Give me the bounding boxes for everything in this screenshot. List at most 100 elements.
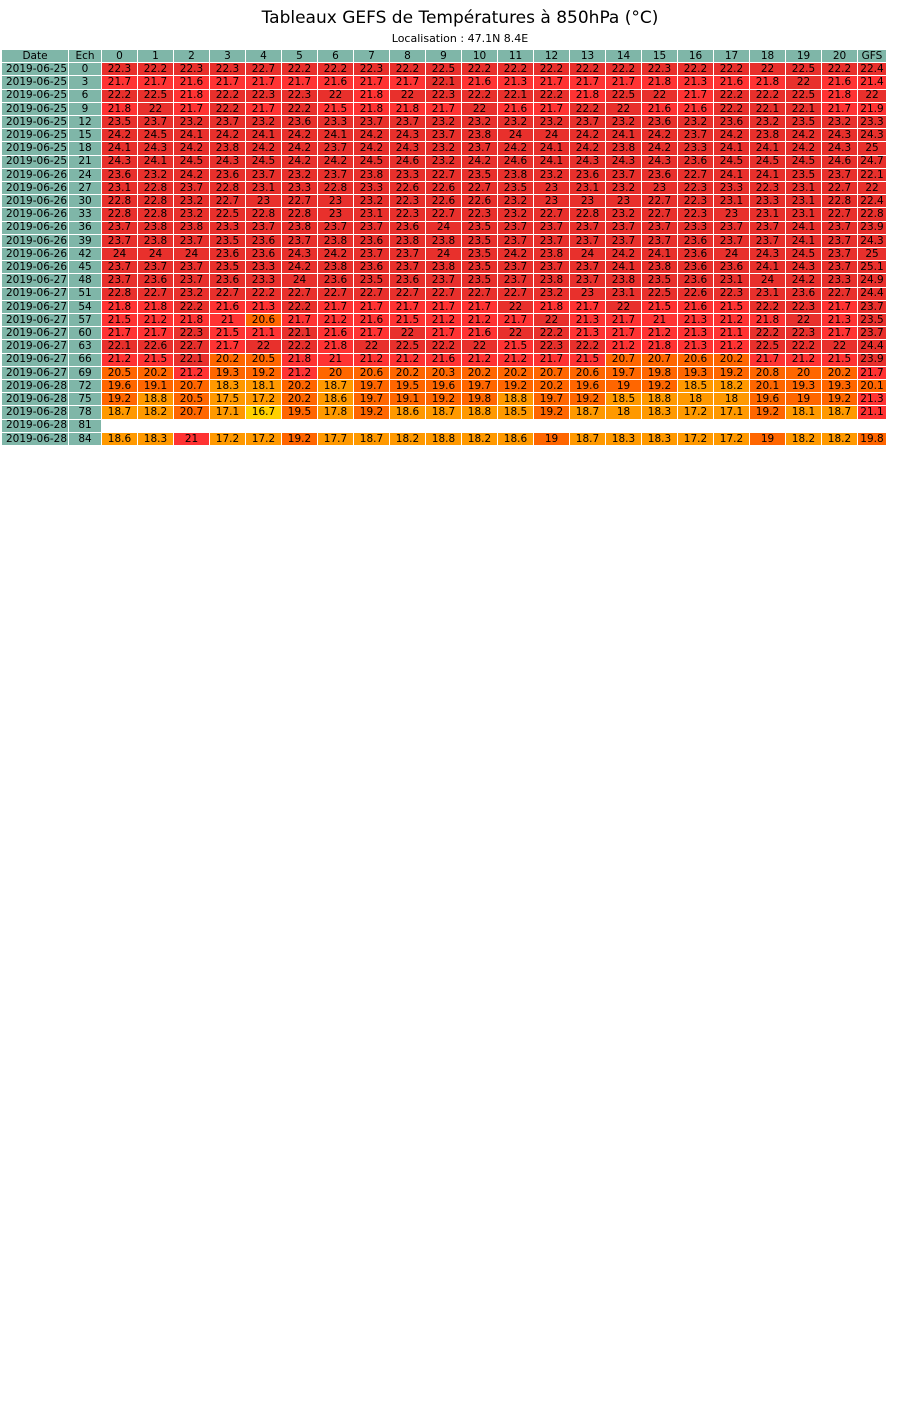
row-date: 2019-06-28 03Z bbox=[2, 393, 68, 406]
temperature-cell: 23.6 bbox=[210, 248, 245, 261]
temperature-cell: 24.3 bbox=[786, 261, 821, 274]
temperature-cell: 21.2 bbox=[318, 314, 353, 327]
temperature-cell: 17.2 bbox=[678, 406, 713, 419]
temperature-cell: 21.4 bbox=[858, 76, 886, 89]
temperature-cell: 21.7 bbox=[210, 76, 245, 89]
temperature-cell: 23.2 bbox=[534, 168, 569, 181]
temperature-cell: 24.2 bbox=[318, 248, 353, 261]
temperature-cell: 21.2 bbox=[138, 314, 173, 327]
temperature-cell: 21.2 bbox=[786, 353, 821, 366]
temperature-cell: 17.5 bbox=[210, 393, 245, 406]
temperature-cell: 22.7 bbox=[498, 287, 533, 300]
temperature-cell: 22.2 bbox=[714, 89, 749, 102]
temperature-cell: 21.3 bbox=[570, 314, 605, 327]
temperature-cell: 18.7 bbox=[426, 406, 461, 419]
temperature-cell: 22.2 bbox=[210, 89, 245, 102]
temperature-cell: 22.1 bbox=[174, 353, 209, 366]
temperature-cell: 21.8 bbox=[534, 300, 569, 313]
temperature-cell: 25 bbox=[858, 142, 886, 155]
temperature-cell: 23.5 bbox=[786, 116, 821, 129]
temperature-cell: 23.8 bbox=[282, 221, 317, 234]
temperature-cell: 20 bbox=[318, 366, 353, 379]
temperature-cell: 19.2 bbox=[282, 432, 317, 445]
temperature-cell: 23.7 bbox=[570, 116, 605, 129]
temperature-cell: 21.3 bbox=[858, 393, 886, 406]
temperature-cell: 21.7 bbox=[102, 76, 137, 89]
temperature-cell: 23.3 bbox=[390, 168, 425, 181]
temperature-cell: 22 bbox=[462, 340, 497, 353]
temperature-cell: 21.5 bbox=[210, 327, 245, 340]
temperature-cell: 22 bbox=[606, 102, 641, 115]
temperature-cell: 21.7 bbox=[858, 366, 886, 379]
temperature-cell: 23.1 bbox=[570, 182, 605, 195]
temperature-cell: 19.6 bbox=[570, 380, 605, 393]
temperature-cell: 22 bbox=[498, 300, 533, 313]
temperature-cell: 23.7 bbox=[570, 221, 605, 234]
temperature-cell: 18.8 bbox=[498, 393, 533, 406]
temperature-cell: 23.2 bbox=[174, 287, 209, 300]
temperature-cell: 23.5 bbox=[210, 234, 245, 247]
temperature-cell: 18.2 bbox=[786, 432, 821, 445]
temperature-cell: 21.8 bbox=[822, 89, 857, 102]
row-date: 2019-06-27 00Z bbox=[2, 274, 68, 287]
row-ech: 9 bbox=[69, 102, 101, 115]
temperature-cell: 24.2 bbox=[354, 129, 389, 142]
temperature-cell: 24.3 bbox=[642, 155, 677, 168]
temperature-cell: 22.7 bbox=[246, 63, 281, 76]
temperature-cell: 18.2 bbox=[390, 432, 425, 445]
temperature-cell: 24 bbox=[102, 248, 137, 261]
temperature-cell: 21.7 bbox=[534, 76, 569, 89]
temperature-cell: 19.2 bbox=[822, 393, 857, 406]
temperature-cell: 23.3 bbox=[678, 221, 713, 234]
temperature-cell: 24.2 bbox=[786, 129, 821, 142]
temperature-cell: 23.6 bbox=[246, 248, 281, 261]
temperature-cell: 22.3 bbox=[786, 327, 821, 340]
temperature-cell: 20.2 bbox=[714, 353, 749, 366]
temperature-cell: 22.7 bbox=[822, 287, 857, 300]
temperature-cell: 21.7 bbox=[678, 89, 713, 102]
temperature-cell: 22.2 bbox=[750, 300, 785, 313]
temperature-cell: 22.6 bbox=[426, 195, 461, 208]
column-header: Ech bbox=[69, 50, 101, 63]
temperature-cell: 22 bbox=[642, 89, 677, 102]
temperature-cell: 20.2 bbox=[822, 366, 857, 379]
temperature-cell: 24.2 bbox=[462, 155, 497, 168]
temperature-cell: 21.7 bbox=[318, 300, 353, 313]
temperature-cell: 22.3 bbox=[390, 195, 425, 208]
temperature-cell: 17.2 bbox=[246, 393, 281, 406]
temperature-cell: 23.1 bbox=[714, 195, 749, 208]
temperature-cell: 18.5 bbox=[606, 393, 641, 406]
temperature-cell: 21.6 bbox=[210, 300, 245, 313]
temperature-cell: 24.2 bbox=[786, 274, 821, 287]
row-date: 2019-06-27 06Z bbox=[2, 300, 68, 313]
row-date: 2019-06-26 00Z bbox=[2, 168, 68, 181]
temperature-cell: 22.3 bbox=[462, 208, 497, 221]
temperature-cell: 21.5 bbox=[642, 300, 677, 313]
temperature-cell: 19.2 bbox=[750, 406, 785, 419]
temperature-cell: 24.2 bbox=[282, 261, 317, 274]
temperature-cell: 23.2 bbox=[174, 208, 209, 221]
temperature-cell: 21.8 bbox=[318, 340, 353, 353]
temperature-cell: 21.7 bbox=[822, 300, 857, 313]
temperature-cell: 24.1 bbox=[534, 142, 569, 155]
temperature-cell: 23.3 bbox=[318, 116, 353, 129]
temperature-cell: 20.2 bbox=[282, 393, 317, 406]
temperature-cell: 19.3 bbox=[786, 380, 821, 393]
temperature-cell: 21.2 bbox=[390, 353, 425, 366]
temperature-cell: 20.6 bbox=[678, 353, 713, 366]
column-header: 20 bbox=[822, 50, 857, 63]
temperature-cell: 22.3 bbox=[750, 182, 785, 195]
temperature-cell: 19.2 bbox=[714, 366, 749, 379]
temperature-cell: 20.2 bbox=[534, 380, 569, 393]
column-header: 4 bbox=[246, 50, 281, 63]
temperature-cell: 23.3 bbox=[210, 221, 245, 234]
row-ech: 0 bbox=[69, 63, 101, 76]
temperature-cell: 22.8 bbox=[138, 208, 173, 221]
temperature-cell: 24.4 bbox=[858, 340, 886, 353]
column-header: 19 bbox=[786, 50, 821, 63]
temperature-cell: 21.5 bbox=[714, 300, 749, 313]
temperature-cell: 21.3 bbox=[246, 300, 281, 313]
temperature-cell: 23.3 bbox=[822, 274, 857, 287]
temperature-cell: 22.1 bbox=[858, 168, 886, 181]
temperature-cell: 23.2 bbox=[534, 287, 569, 300]
